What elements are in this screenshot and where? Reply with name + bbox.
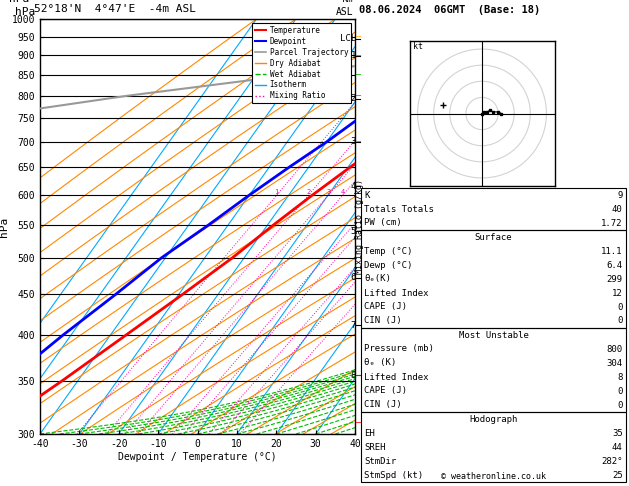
Text: 8: 8 [350,370,356,380]
Text: 299: 299 [606,275,623,283]
Text: —: — [356,32,361,41]
Text: —: — [356,138,361,146]
Text: Temp (°C): Temp (°C) [364,246,413,256]
Text: —: — [356,253,361,262]
Text: θₑ(K): θₑ(K) [364,275,391,283]
Text: 4: 4 [341,189,345,195]
Text: 8: 8 [617,372,623,382]
Text: StmDir: StmDir [364,456,396,466]
Text: 6: 6 [350,273,356,282]
Text: —: — [356,418,361,427]
Text: Most Unstable: Most Unstable [459,330,528,340]
Y-axis label: hPa: hPa [0,216,9,237]
Text: Hodograph: Hodograph [469,415,518,423]
Text: 0: 0 [617,316,623,326]
Text: 44: 44 [612,442,623,451]
Text: hPa: hPa [15,7,35,17]
Text: kt: kt [413,42,423,51]
Text: Lifted Index: Lifted Index [364,289,429,297]
Text: 4: 4 [350,181,356,191]
Text: hPa: hPa [9,0,29,4]
Text: —: — [356,70,361,80]
Text: Mixing Ratio (g/kg): Mixing Ratio (g/kg) [355,179,364,274]
Text: 11.1: 11.1 [601,246,623,256]
Text: Totals Totals: Totals Totals [364,205,434,213]
X-axis label: Dewpoint / Temperature (°C): Dewpoint / Temperature (°C) [118,451,277,462]
Text: —: — [356,51,361,60]
Text: SREH: SREH [364,442,386,451]
Text: CIN (J): CIN (J) [364,316,402,326]
Text: 3: 3 [350,138,356,146]
Text: km: km [342,0,354,4]
Text: 800: 800 [606,345,623,353]
Text: 40: 40 [612,205,623,213]
Text: Surface: Surface [475,232,512,242]
Text: LCL: LCL [340,35,356,43]
Text: 52°18'N  4°47'E  -4m ASL: 52°18'N 4°47'E -4m ASL [34,4,196,14]
Text: 08.06.2024  06GMT  (Base: 18): 08.06.2024 06GMT (Base: 18) [359,5,540,15]
Text: —: — [356,371,361,381]
Text: 1: 1 [350,51,356,60]
Text: Lifted Index: Lifted Index [364,372,429,382]
Text: 2: 2 [350,94,356,103]
Text: StmSpd (kt): StmSpd (kt) [364,470,423,480]
Text: 5: 5 [350,227,356,236]
Text: PW (cm): PW (cm) [364,219,402,227]
Text: CAPE (J): CAPE (J) [364,302,408,312]
Text: 3: 3 [326,189,330,195]
Text: Pressure (mb): Pressure (mb) [364,345,434,353]
Text: 0: 0 [617,400,623,410]
Text: 7: 7 [350,321,356,330]
Text: ASL: ASL [337,7,354,17]
Text: © weatheronline.co.uk: © weatheronline.co.uk [441,472,546,481]
Text: 12: 12 [612,289,623,297]
Text: 0: 0 [617,386,623,396]
Text: 9: 9 [617,191,623,199]
Text: 2: 2 [306,189,311,195]
Text: CIN (J): CIN (J) [364,400,402,410]
Text: 25: 25 [612,470,623,480]
Text: 1: 1 [275,189,279,195]
Text: 1.72: 1.72 [601,219,623,227]
Text: Dewp (°C): Dewp (°C) [364,260,413,270]
Text: K: K [364,191,370,199]
Legend: Temperature, Dewpoint, Parcel Trajectory, Dry Adiabat, Wet Adiabat, Isotherm, Mi: Temperature, Dewpoint, Parcel Trajectory… [252,23,351,104]
Text: 6.4: 6.4 [606,260,623,270]
Text: 282°: 282° [601,456,623,466]
Text: 304: 304 [606,359,623,367]
Text: EH: EH [364,429,375,437]
Text: —: — [356,91,361,101]
Text: 35: 35 [612,429,623,437]
Text: 0: 0 [617,302,623,312]
Text: CAPE (J): CAPE (J) [364,386,408,396]
Text: θₑ (K): θₑ (K) [364,359,396,367]
